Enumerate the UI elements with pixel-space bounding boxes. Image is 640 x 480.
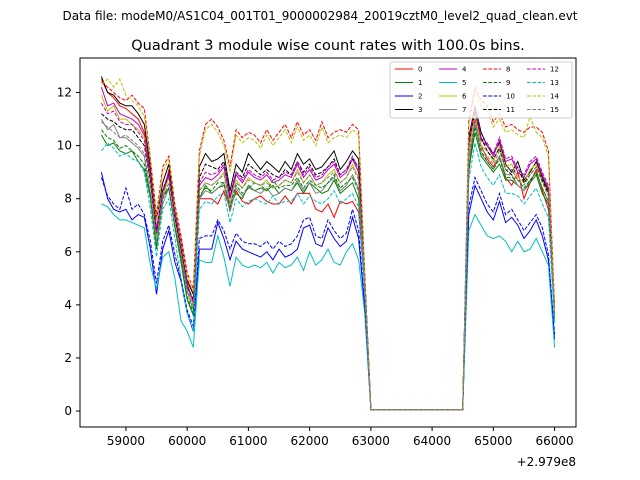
series-line-9	[101, 126, 556, 411]
series-line-3	[100, 76, 556, 411]
legend-label-13: 13	[550, 79, 559, 87]
legend-label-5: 5	[462, 79, 466, 87]
series-line-2	[100, 172, 556, 411]
series-line-5	[101, 203, 556, 411]
x-tick-label: 64000	[413, 434, 451, 448]
legend-label-12: 12	[550, 66, 559, 74]
x-tick-label: 61000	[229, 434, 267, 448]
x-tick-label: 63000	[352, 434, 390, 448]
series-line-15	[101, 118, 556, 411]
x-axis: 59000 60000 61000 62000 63000 64000 65000 66000	[107, 427, 574, 448]
y-tick-label: 8	[64, 192, 72, 206]
x-tick-label: 62000	[291, 434, 329, 448]
series-line-8	[101, 81, 556, 411]
x-offset-label: +2.979e8	[517, 455, 576, 469]
y-tick-label: 2	[64, 351, 72, 365]
y-tick-label: 6	[64, 245, 72, 259]
legend-label-6: 6	[462, 93, 467, 101]
legend-label-8: 8	[506, 66, 510, 74]
series-line-0	[100, 78, 556, 411]
x-tick-label: 59000	[107, 434, 145, 448]
series-line-10	[100, 175, 556, 411]
series-line-13	[101, 142, 556, 411]
legend-box	[389, 61, 573, 119]
y-tick-label: 10	[57, 139, 72, 153]
legend-label-1: 1	[418, 79, 422, 87]
legend-label-9: 9	[506, 79, 510, 87]
legend-label-15: 15	[550, 106, 559, 114]
legend-label-0: 0	[418, 66, 422, 74]
legend-label-14: 14	[550, 93, 559, 101]
y-tick-label: 0	[64, 404, 72, 418]
x-tick-label: 66000	[535, 434, 573, 448]
plot-frame	[79, 57, 577, 428]
series-line-11	[101, 110, 556, 411]
x-tick-label: 60000	[168, 434, 206, 448]
series-line-14	[101, 78, 556, 411]
legend-label-11: 11	[506, 106, 515, 114]
suptitle: Data file: modeM0/AS1C04_001T01_90000029…	[62, 9, 577, 23]
legend-label-4: 4	[462, 66, 467, 74]
legend-label-7: 7	[462, 106, 466, 114]
legend-label-10: 10	[506, 93, 515, 101]
legend-label-3: 3	[418, 106, 422, 114]
y-axis: 0 2 4 6 8 10 12	[57, 86, 80, 418]
y-tick-label: 4	[64, 298, 72, 312]
series-line-12	[100, 102, 556, 411]
x-tick-label: 65000	[474, 434, 512, 448]
legend-label-2: 2	[418, 93, 422, 101]
chart-title: Quadrant 3 module wise count rates with …	[131, 38, 525, 54]
series-layer	[100, 76, 556, 411]
y-tick-label: 12	[57, 86, 72, 100]
